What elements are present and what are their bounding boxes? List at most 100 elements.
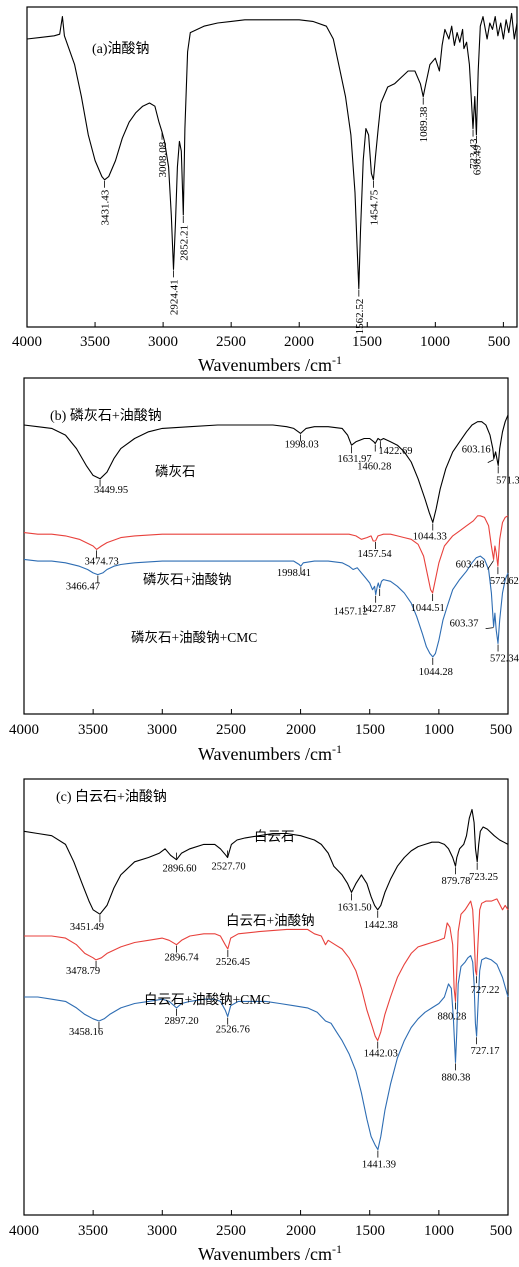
peak-value: 1460.28: [357, 462, 391, 473]
panel-b-curve-apatite-oleate-cmc: [23, 555, 509, 658]
peak-value: 1631.97: [337, 454, 371, 465]
panel-b-label-apatite-oleate-cmc: 磷灰石+油酸钠+CMC: [131, 630, 257, 645]
peak-value: 723.25: [469, 872, 498, 883]
peak-value: 1427.87: [362, 604, 396, 615]
peak-value: 1457.12: [334, 607, 368, 618]
peak-value: 3008.08: [157, 141, 169, 177]
peak-value: 3458.16: [69, 1027, 103, 1038]
panel-c-curve-dolomite-oleate: [24, 898, 509, 1042]
peak-value: 3478.79: [66, 966, 100, 977]
panel-a-peak-labels: 3431.43 3008.08 2924.41 2852.21 1562.52 1454.…: [99, 97, 483, 334]
panel-c: (c) 白云石+油酸钠 白云石 白云石+油酸钠 白云石+油酸钠+CMC 4000…: [9, 778, 512, 1264]
peak-value: 2852.21: [178, 225, 190, 261]
panel-c-tick-3500: 3500: [78, 1223, 108, 1239]
peak-label: 1631.97: [337, 446, 372, 465]
panel-b-x-axis: 4000 3500 3000 2500 2000 1500 1000 500: [9, 709, 512, 738]
peak-label: 603.37: [450, 619, 494, 630]
panel-b-tick-2000: 2000: [286, 722, 316, 738]
peak-label: 3451.49: [70, 915, 104, 933]
panel-b: (b) 磷灰石+油酸钠 磷灰石 磷灰石+油酸钠 磷灰石+油酸钠+CMC 4000…: [9, 377, 519, 764]
panel-b-tick-1500: 1500: [355, 722, 385, 738]
peak-value: 879.78: [441, 876, 470, 887]
peak-label: 1562.52: [354, 289, 366, 334]
peak-leader-line: [485, 627, 494, 630]
panel-c-label-dolomite: 白云石: [254, 829, 295, 844]
peak-label: 603.48: [456, 559, 494, 570]
peak-label: 3449.95: [94, 479, 128, 496]
panel-c-tick-2000: 2000: [286, 1223, 316, 1239]
peak-label: 1427.87: [362, 589, 396, 615]
panel-c-tick-4000: 4000: [9, 1223, 39, 1239]
panel-c-label-dolomite-oleate-cmc: 白云石+油酸钠+CMC: [144, 992, 270, 1007]
peak-value: 1442.38: [364, 920, 398, 931]
peak-label: 1457.12: [334, 595, 377, 618]
peak-label: 1460.28: [357, 444, 391, 473]
panel-c-xlabel: Wavenumbers /cm-1: [198, 1242, 342, 1264]
peak-label: 2896.74: [165, 945, 200, 964]
panel-a-frame: [26, 6, 518, 328]
peak-label: 2896.60: [163, 852, 197, 875]
panel-b-xlabel: Wavenumbers /cm-1: [198, 742, 342, 764]
panel-b-frame: [23, 377, 509, 715]
panel-b-tick-1000: 1000: [424, 722, 454, 738]
panel-c-title: (c) 白云石+油酸钠: [56, 789, 167, 805]
peak-value: 3431.43: [99, 189, 111, 225]
peak-label: 880.28: [437, 1002, 466, 1022]
peak-label: 2897.20: [165, 1008, 199, 1027]
panel-b-tick-3500: 3500: [78, 722, 108, 738]
peak-label: 3474.73: [85, 550, 119, 567]
peak-value: 3449.95: [94, 485, 128, 496]
peak-label: 571.39: [496, 466, 519, 486]
peak-value: 572.34: [490, 653, 519, 664]
peak-value: 1998.41: [277, 568, 311, 579]
peak-label: 880.38: [441, 1063, 470, 1083]
panel-b-tick-3000: 3000: [147, 722, 177, 738]
peak-value: 2896.74: [165, 953, 200, 964]
peak-value: 603.48: [456, 559, 485, 570]
peak-label: 1441.39: [362, 1150, 396, 1171]
panel-c-label-dolomite-oleate: 白云石+油酸钠: [226, 913, 315, 928]
peak-label: 723.43: [468, 129, 480, 169]
peak-label: 603.16: [462, 445, 494, 463]
peak-leader-line: [487, 459, 494, 463]
peak-value: 1089.38: [418, 106, 430, 142]
peak-label: 1044.28: [419, 657, 453, 678]
peak-label: 1442.38: [364, 910, 398, 931]
panel-a-xlabel: Wavenumbers /cm-1: [198, 353, 342, 375]
peak-label: 572.62: [490, 567, 519, 587]
peak-value: 3466.47: [66, 582, 100, 593]
panel-a-tick-1000: 1000: [420, 334, 450, 350]
peak-value: 2897.20: [165, 1016, 199, 1027]
peak-label: 3466.47: [66, 575, 100, 593]
peak-value: 698.49: [471, 145, 483, 176]
peak-label: 2924.41: [168, 270, 180, 315]
peak-value: 1441.39: [362, 1160, 396, 1171]
peak-value: 2527.70: [212, 861, 246, 872]
peak-label: 2526.45: [216, 950, 250, 968]
peak-value: 603.16: [462, 445, 491, 456]
peak-value: 3474.73: [85, 556, 119, 567]
panel-c-tick-1000: 1000: [424, 1223, 454, 1239]
peak-value: 572.62: [490, 576, 519, 587]
peak-value: 1998.03: [285, 439, 319, 450]
panel-a-tick-1500: 1500: [352, 334, 382, 350]
peak-value: 2526.45: [216, 957, 250, 968]
peak-label: 1998.41: [277, 567, 311, 579]
panel-b-title: (b) 磷灰石+油酸钠: [50, 408, 162, 424]
panel-c-curve-dolomite: [23, 808, 509, 915]
peak-label: 1631.50: [337, 893, 372, 913]
peak-value: 603.37: [450, 619, 479, 630]
peak-value: 2924.41: [168, 279, 180, 315]
peak-value: 880.38: [441, 1072, 470, 1083]
peak-label: 3458.16: [69, 1021, 103, 1038]
peak-label: 1457.54: [358, 541, 392, 560]
peak-value: 1044.33: [413, 531, 447, 542]
peak-label: 1044.51: [411, 594, 445, 614]
peak-label: 727.17: [471, 1037, 499, 1057]
panel-c-curve-dolomite-oleate-cmc: [24, 955, 509, 1151]
peak-value: 1044.28: [419, 667, 453, 678]
panel-a-tick-3500: 3500: [80, 334, 110, 350]
peak-label: 2527.70: [212, 850, 246, 872]
peak-value: 2526.76: [216, 1025, 250, 1036]
